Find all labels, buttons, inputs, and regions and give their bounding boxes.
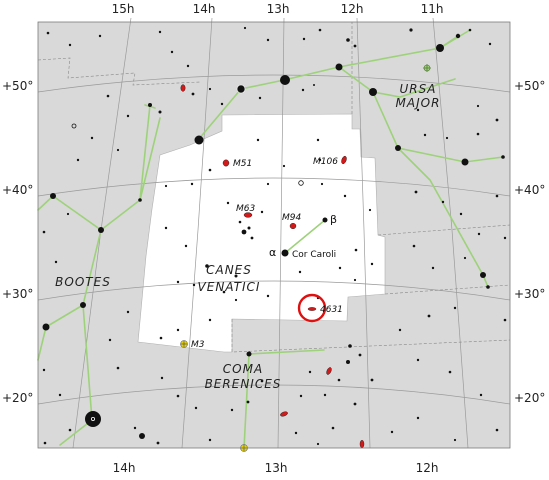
label-m94: M94 [282,213,301,223]
ursa-major-label-1: URSA [400,82,437,96]
object-labels: M51 M106 M63 M94 4631 M3 [191,157,343,350]
galaxies [180,84,365,449]
galaxy-m51 [222,159,230,167]
constellation-boundaries [37,22,511,353]
dec-right-50: +50° [514,79,545,93]
constellation-names: URSA MAJOR CANES VENATICI BOOTES COMA BE… [55,82,441,391]
star-field [42,26,507,446]
galaxy-ngc4631 [307,307,317,311]
label-m3: M3 [191,340,205,350]
canes-venatici-label-2: VENATICI [198,280,261,294]
dec-labels-right: +50° +40° +30° +20° [514,79,545,405]
galaxy-m63 [243,212,253,218]
label-ngc4631: 4631 [320,305,343,315]
cluster-m3 [180,340,188,348]
ra-top-14h: 14h [193,2,216,16]
coma-label-1: COMA [223,362,263,376]
label-m106: M106 [313,157,338,167]
ra-bottom-14h: 14h [113,461,136,475]
galaxy-m94 [289,222,297,229]
ra-labels-bottom: 14h 13h 12h [113,461,439,475]
label-m51: M51 [233,159,252,169]
target-circle-ngc4631 [297,293,327,323]
galaxy-m106 [341,155,347,165]
ra-bottom-13h: 13h [265,461,288,475]
dec-gridlines [37,74,511,405]
label-m63: M63 [236,204,255,214]
dec-right-40: +40° [514,183,545,197]
star-beta-cvn [322,217,328,223]
dec-right-20: +20° [514,391,545,405]
ra-bottom-12h: 12h [416,461,439,475]
ra-top-13h: 13h [267,2,290,16]
ra-top-12h: 12h [341,2,364,16]
coma-label-2: BERENICES [205,377,282,391]
star-labels: β α Cor Caroli [269,213,337,260]
dec-left-20: +20° [2,391,33,405]
label-alpha: α [269,246,276,259]
canes-venatici-region [137,113,386,353]
canes-venatici-label-1: CANES [206,263,252,277]
variable-stars [71,84,304,421]
dec-left-40: +40° [2,183,33,197]
star-arcturus [85,411,101,427]
dec-right-30: +30° [514,287,545,301]
dec-labels-left: +50° +40° +30° +20° [2,79,33,405]
dec-left-30: +30° [2,287,33,301]
label-beta: β [330,213,337,226]
label-cor-caroli: Cor Caroli [292,250,336,260]
bootes-label: BOOTES [55,275,111,289]
ra-top-15h: 15h [112,2,135,16]
ra-top-11h: 11h [421,2,444,16]
constellation-lines [37,29,504,449]
dec-left-50: +50° [2,79,33,93]
map-frame [37,21,511,449]
ra-labels-top: 15h 14h 13h 12h 11h [112,2,444,16]
ursa-major-label-2: MAJOR [396,96,441,110]
star-cor-caroli [281,249,289,257]
